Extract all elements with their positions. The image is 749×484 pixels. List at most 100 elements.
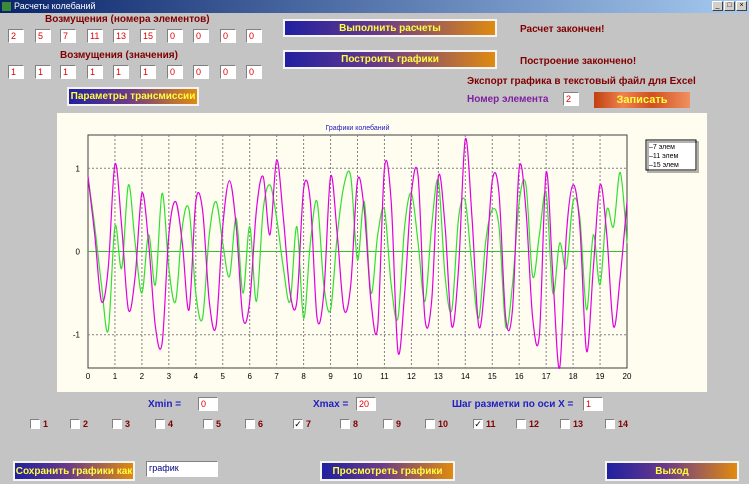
- checkbox-label: 3: [125, 419, 131, 429]
- excitation-value-input[interactable]: 1: [60, 65, 76, 79]
- y-tick-label: 0: [76, 248, 81, 257]
- excitation-value-input[interactable]: 1: [113, 65, 129, 79]
- transmission-params-button[interactable]: Параметры трансмиссии: [67, 87, 199, 106]
- x-step-input[interactable]: 1: [583, 397, 603, 411]
- excitation-number-input[interactable]: 7: [60, 29, 76, 43]
- element-checkbox[interactable]: ✓ 7: [293, 419, 311, 429]
- x-tick-label: 13: [434, 372, 443, 381]
- checkbox-label: 1: [43, 419, 49, 429]
- element-checkbox[interactable]: 14: [605, 419, 628, 429]
- element-checkbox[interactable]: 10: [425, 419, 448, 429]
- plot-status: Построение закончено!: [520, 56, 637, 67]
- y-tick-label: -1: [73, 331, 81, 340]
- checkbox-box[interactable]: ✓: [473, 419, 483, 429]
- element-checkbox[interactable]: 4: [155, 419, 173, 429]
- element-checkbox[interactable]: 13: [560, 419, 583, 429]
- excitation-value-input[interactable]: 1: [35, 65, 51, 79]
- x-step-label: Шаг разметки по оси X =: [452, 399, 574, 410]
- element-number-input[interactable]: 2: [563, 92, 579, 106]
- x-tick-label: 18: [569, 372, 578, 381]
- xmin-label: Xmin =: [148, 399, 182, 410]
- checkbox-box[interactable]: [155, 419, 165, 429]
- checkbox-box[interactable]: [70, 419, 80, 429]
- xmax-label: Xmax =: [313, 399, 349, 410]
- window-title: Расчеты колебаний: [14, 1, 96, 11]
- y-tick-label: 1: [76, 164, 81, 173]
- excitation-number-input[interactable]: 0: [220, 29, 236, 43]
- excitation-number-input[interactable]: 5: [35, 29, 51, 43]
- x-tick-label: 11: [380, 372, 389, 381]
- legend-entry: –15 элем: [649, 162, 679, 169]
- excitation-number-input[interactable]: 0: [246, 29, 262, 43]
- element-checkbox[interactable]: 5: [203, 419, 221, 429]
- checkbox-box[interactable]: [383, 419, 393, 429]
- xmin-input[interactable]: 0: [198, 397, 218, 411]
- close-button[interactable]: ×: [736, 1, 747, 11]
- x-tick-label: 5: [221, 372, 226, 381]
- excitation-value-input[interactable]: 1: [87, 65, 103, 79]
- checkbox-box[interactable]: [203, 419, 213, 429]
- plot-button[interactable]: Построить графики: [283, 50, 497, 69]
- element-checkbox[interactable]: ✓ 11: [473, 419, 496, 429]
- minimize-button[interactable]: _: [712, 1, 723, 11]
- excitation-value-input[interactable]: 0: [246, 65, 262, 79]
- checkbox-label: 7: [306, 419, 312, 429]
- excitation-number-input[interactable]: 13: [113, 29, 129, 43]
- excitation-number-input[interactable]: 0: [167, 29, 183, 43]
- checkbox-box[interactable]: [516, 419, 526, 429]
- excitation-number-input[interactable]: 0: [193, 29, 209, 43]
- excitation-value-input[interactable]: 1: [8, 65, 24, 79]
- checkbox-box[interactable]: ✓: [293, 419, 303, 429]
- legend-entry: –11 элем: [649, 153, 679, 160]
- checkbox-label: 13: [573, 419, 584, 429]
- chart-title: Графики колебаний: [326, 124, 390, 132]
- checkbox-label: 14: [618, 419, 629, 429]
- element-checkbox[interactable]: 3: [112, 419, 130, 429]
- x-tick-label: 2: [140, 372, 145, 381]
- x-tick-label: 9: [328, 372, 333, 381]
- element-checkbox[interactable]: 2: [70, 419, 88, 429]
- checkbox-label: 2: [83, 419, 89, 429]
- excitation-value-input[interactable]: 1: [140, 65, 156, 79]
- checkbox-label: 9: [396, 419, 402, 429]
- excitation-number-input[interactable]: 11: [87, 29, 103, 43]
- export-label: Экспорт графика в текстовый файл для Exc…: [467, 76, 696, 87]
- view-charts-button[interactable]: Просмотреть графики: [320, 461, 455, 481]
- x-tick-label: 7: [274, 372, 279, 381]
- checkbox-label: 10: [438, 419, 449, 429]
- legend-entry: –7 элем: [649, 144, 675, 151]
- checkbox-box[interactable]: [605, 419, 615, 429]
- checkbox-box[interactable]: [245, 419, 255, 429]
- exit-button[interactable]: Выход: [605, 461, 739, 481]
- excitation-value-input[interactable]: 0: [167, 65, 183, 79]
- checkbox-box[interactable]: [340, 419, 350, 429]
- excitation-value-input[interactable]: 0: [220, 65, 236, 79]
- xmax-input[interactable]: 20: [356, 397, 376, 411]
- excitation-number-input[interactable]: 2: [8, 29, 24, 43]
- checkbox-label: 4: [168, 419, 174, 429]
- x-tick-label: 1: [113, 372, 118, 381]
- legend-shadow: [647, 141, 699, 173]
- checkbox-box[interactable]: [112, 419, 122, 429]
- element-checkbox[interactable]: 9: [383, 419, 401, 429]
- element-checkbox[interactable]: 1: [30, 419, 48, 429]
- checkbox-label: 11: [486, 419, 496, 429]
- legend-box: [645, 139, 697, 171]
- element-checkbox[interactable]: 8: [340, 419, 358, 429]
- excitation-number-input[interactable]: 15: [140, 29, 156, 43]
- excitation-value-input[interactable]: 0: [193, 65, 209, 79]
- element-checkbox[interactable]: 12: [516, 419, 539, 429]
- x-tick-label: 19: [596, 372, 605, 381]
- element-number-label: Номер элемента: [467, 94, 549, 105]
- x-tick-label: 20: [623, 372, 632, 381]
- maximize-button[interactable]: □: [724, 1, 735, 11]
- write-button[interactable]: Записать: [594, 92, 690, 108]
- checkbox-box[interactable]: [425, 419, 435, 429]
- element-checkbox[interactable]: 6: [245, 419, 263, 429]
- filename-input[interactable]: график: [146, 461, 218, 477]
- checkbox-box[interactable]: [30, 419, 40, 429]
- save-charts-as-button[interactable]: Сохранить графики как: [13, 461, 135, 481]
- x-tick-label: 15: [488, 372, 497, 381]
- checkbox-box[interactable]: [560, 419, 570, 429]
- calculate-button[interactable]: Выполнить расчеты: [283, 19, 497, 37]
